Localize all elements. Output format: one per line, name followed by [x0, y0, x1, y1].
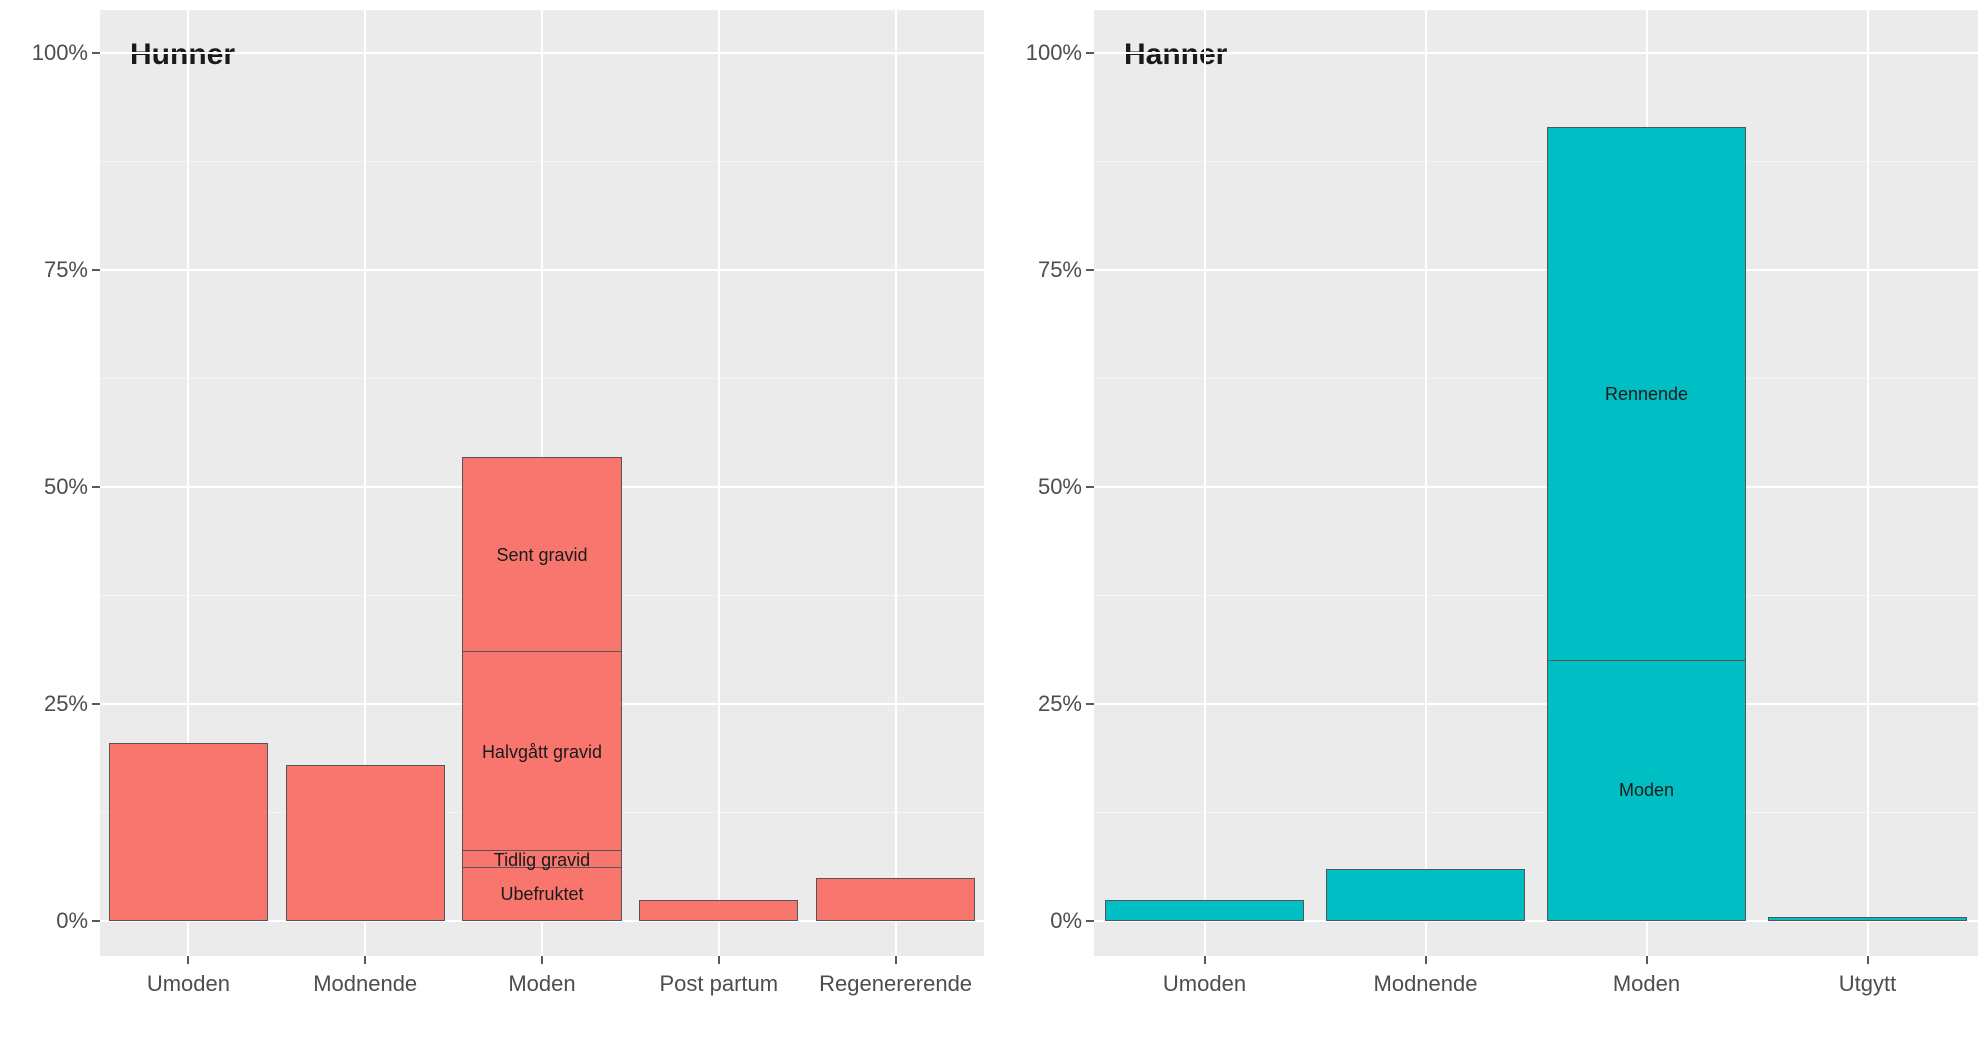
- bars-layer: Moden Rennende: [1094, 10, 1978, 956]
- y-tick-mark: [92, 920, 100, 922]
- chart-container: 0%25%50%75%100% Hunner UbefruktetTidlig …: [0, 0, 1988, 1046]
- chart-wrap-left: 0%25%50%75%100% Hunner UbefruktetTidlig …: [10, 10, 984, 956]
- x-tick-mark: [1425, 956, 1427, 964]
- y-tick-label: 0%: [56, 908, 88, 934]
- x-tick-label: Modnende: [1374, 971, 1478, 997]
- bar-segment-divider: [463, 850, 620, 851]
- panel-hanner: 0%25%50%75%100% Hanner ModenRennende Umo…: [994, 0, 1988, 1046]
- x-tick-label: Regenererende: [819, 971, 972, 997]
- x-tick-label: Modnende: [313, 971, 417, 997]
- chart-wrap-right: 0%25%50%75%100% Hanner ModenRennende: [1004, 10, 1978, 956]
- bar-slot: [1315, 10, 1536, 956]
- y-tick-label: 100%: [32, 40, 88, 66]
- bar-slot: [277, 10, 454, 956]
- y-tick-mark: [92, 269, 100, 271]
- x-tick-mark: [1204, 956, 1206, 964]
- x-tick-label: Umoden: [1163, 971, 1246, 997]
- x-tick-label: Umoden: [147, 971, 230, 997]
- x-tick-mark: [1646, 956, 1648, 964]
- bar-segment-label: Tidlig gravid: [463, 851, 620, 869]
- bar-segment-divider: [463, 651, 620, 652]
- bar: [286, 765, 445, 921]
- x-tick-mark: [718, 956, 720, 964]
- bar-segment-divider: [463, 867, 620, 868]
- x-tick-mark: [895, 956, 897, 964]
- y-tick-mark: [1086, 703, 1094, 705]
- y-tick-label: 50%: [1038, 474, 1082, 500]
- bar-segment-label: Sent gravid: [463, 546, 620, 564]
- bar-segment-label: Halvgått gravid: [463, 743, 620, 761]
- bar: [1105, 900, 1304, 922]
- bar-slot: [807, 10, 984, 956]
- y-axis-left: 0% 25% 50% 75% 100%: [10, 10, 100, 956]
- bar-segment-divider: [1548, 660, 1745, 661]
- bar: [1768, 917, 1967, 921]
- bar-slot: [630, 10, 807, 956]
- plot-area-left: Hunner UbefruktetTidlig gravidHalvgått g…: [100, 10, 984, 956]
- y-tick-mark: [92, 52, 100, 54]
- y-tick-mark: [1086, 52, 1094, 54]
- x-tick-mark: [364, 956, 366, 964]
- x-tick-label: Post partum: [659, 971, 778, 997]
- y-tick-mark: [1086, 920, 1094, 922]
- y-tick-mark: [1086, 486, 1094, 488]
- x-tick-label: Utgytt: [1839, 971, 1896, 997]
- plot-area-right: Hanner ModenRennende: [1094, 10, 1978, 956]
- bar-slot: [1757, 10, 1978, 956]
- y-tick-label: 25%: [1038, 691, 1082, 717]
- bar: [639, 900, 798, 922]
- x-tick-label: Moden: [508, 971, 575, 997]
- bar-segment-label: Moden: [1548, 781, 1745, 799]
- y-tick-mark: [1086, 269, 1094, 271]
- x-axis-right: Umoden Modnende Moden Utgytt: [1094, 956, 1978, 1036]
- x-tick-label: Moden: [1613, 971, 1680, 997]
- bar-segment-label: Ubefruktet: [463, 885, 620, 903]
- x-axis-left: Umoden Modnende Moden Post partum Regenerere…: [100, 956, 984, 1036]
- bar-slot: Ubefruktet Tidlig gravid Halvgått gravid Se…: [454, 10, 631, 956]
- y-tick-mark: [92, 703, 100, 705]
- bar: Ubefruktet Tidlig gravid Halvgått gravid Se…: [462, 457, 621, 921]
- y-tick-label: 100%: [1026, 40, 1082, 66]
- bar-segment-label: Rennende: [1548, 385, 1745, 403]
- bar: [109, 743, 268, 921]
- bar: [1326, 869, 1525, 921]
- bar-slot: [100, 10, 277, 956]
- y-tick-label: 0%: [1050, 908, 1082, 934]
- y-tick-mark: [92, 486, 100, 488]
- x-tick-mark: [1867, 956, 1869, 964]
- bar-slot: [1094, 10, 1315, 956]
- x-tick-mark: [541, 956, 543, 964]
- y-tick-label: 50%: [44, 474, 88, 500]
- x-tick-mark: [187, 956, 189, 964]
- y-axis-right: 0% 25% 50% 75% 100%: [1004, 10, 1094, 956]
- y-tick-label: 25%: [44, 691, 88, 717]
- y-tick-label: 75%: [1038, 257, 1082, 283]
- panel-hunner: 0%25%50%75%100% Hunner UbefruktetTidlig …: [0, 0, 994, 1046]
- y-tick-label: 75%: [44, 257, 88, 283]
- bar-slot: Moden Rennende: [1536, 10, 1757, 956]
- bar: [816, 878, 975, 921]
- bars-layer: Ubefruktet Tidlig gravid Halvgått gravid Se…: [100, 10, 984, 956]
- bar: Moden Rennende: [1547, 127, 1746, 921]
